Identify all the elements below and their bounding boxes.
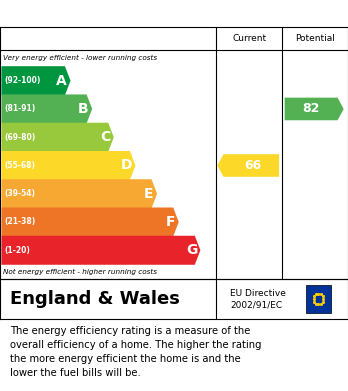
- Bar: [306, 285, 331, 314]
- Text: (21-38): (21-38): [4, 217, 35, 226]
- Text: EU Directive
2002/91/EC: EU Directive 2002/91/EC: [230, 289, 286, 309]
- Text: Current: Current: [232, 34, 266, 43]
- Text: A: A: [56, 74, 67, 88]
- Text: (39-54): (39-54): [4, 189, 35, 198]
- Text: (81-91): (81-91): [4, 104, 35, 113]
- Text: 82: 82: [302, 102, 320, 115]
- Text: C: C: [100, 130, 110, 144]
- Text: B: B: [78, 102, 89, 116]
- Text: (92-100): (92-100): [4, 76, 41, 85]
- Text: Energy Efficiency Rating: Energy Efficiency Rating: [10, 6, 213, 21]
- Text: Not energy efficient - higher running costs: Not energy efficient - higher running co…: [3, 269, 158, 275]
- Polygon shape: [1, 179, 157, 208]
- Text: Potential: Potential: [295, 34, 335, 43]
- Text: D: D: [121, 158, 133, 172]
- Polygon shape: [1, 95, 92, 124]
- Polygon shape: [1, 151, 135, 180]
- Text: The energy efficiency rating is a measure of the
overall efficiency of a home. T: The energy efficiency rating is a measur…: [10, 326, 262, 378]
- Polygon shape: [1, 123, 114, 152]
- Polygon shape: [1, 236, 200, 265]
- Polygon shape: [1, 208, 179, 237]
- Text: 66: 66: [244, 159, 262, 172]
- Polygon shape: [1, 66, 71, 95]
- Text: (1-20): (1-20): [4, 246, 30, 255]
- Text: F: F: [165, 215, 175, 229]
- Text: (55-68): (55-68): [4, 161, 35, 170]
- Text: England & Wales: England & Wales: [10, 290, 180, 308]
- Polygon shape: [218, 154, 279, 177]
- Text: E: E: [144, 187, 153, 201]
- Text: (69-80): (69-80): [4, 133, 35, 142]
- Polygon shape: [285, 98, 344, 120]
- Text: G: G: [186, 243, 197, 257]
- Text: Very energy efficient - lower running costs: Very energy efficient - lower running co…: [3, 55, 158, 61]
